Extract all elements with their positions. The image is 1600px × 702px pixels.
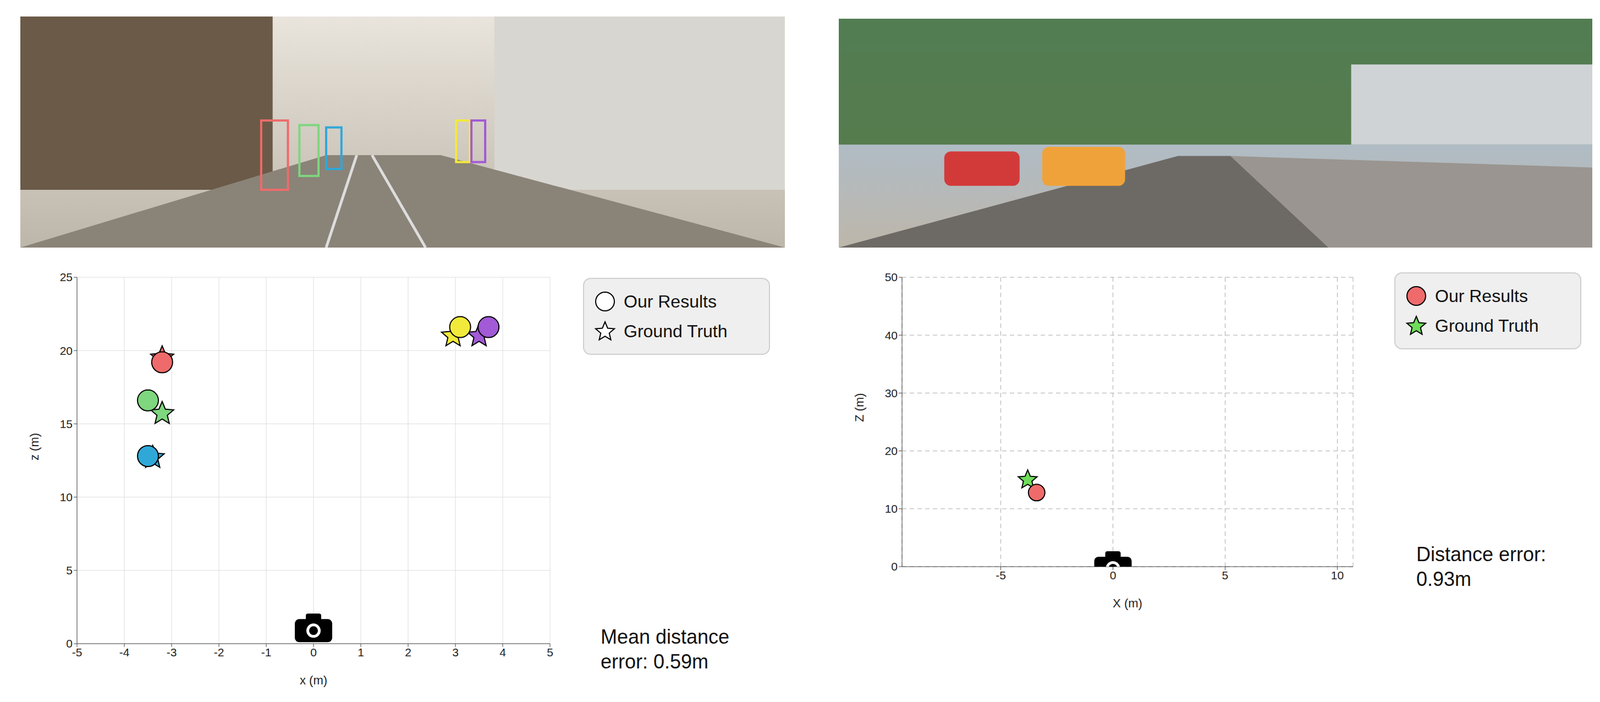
svg-text:40: 40 <box>884 328 898 342</box>
svg-text:-5: -5 <box>72 645 83 659</box>
html-text:Distance error: 0.93m: Distance error: 0.93m <box>1416 542 1547 591</box>
svg-text:50: 50 <box>884 270 898 284</box>
svg-text:-4: -4 <box>119 645 130 659</box>
svg-text:5: 5 <box>1222 568 1229 582</box>
svg-text:-1: -1 <box>261 645 272 659</box>
svg-text:x (m): x (m) <box>299 673 328 687</box>
svg-text:-2: -2 <box>213 645 225 659</box>
svg-text:1: 1 <box>357 645 365 659</box>
html-text:Our Results: Our Results <box>1434 286 1528 306</box>
svg-text:5: 5 <box>546 645 554 659</box>
svg-text:X (m): X (m) <box>1112 596 1143 610</box>
svg-text:Z (m): Z (m) <box>852 392 867 422</box>
html-text:Mean distance error: 0.59m: Mean distance error: 0.59m <box>600 625 730 673</box>
svg-text:20: 20 <box>884 444 898 458</box>
svg-text:0: 0 <box>66 636 73 650</box>
svg-text:10: 10 <box>1331 568 1344 582</box>
svg-text:5: 5 <box>66 563 73 577</box>
svg-text:0: 0 <box>310 645 317 659</box>
svg-text:15: 15 <box>59 417 73 431</box>
svg-text:25: 25 <box>59 270 73 284</box>
svg-text:3: 3 <box>452 645 459 659</box>
svg-text:4: 4 <box>499 645 507 659</box>
svg-text:0: 0 <box>891 559 898 573</box>
svg-text:0: 0 <box>1109 568 1117 582</box>
svg-text:30: 30 <box>884 386 898 400</box>
svg-text:10: 10 <box>884 502 898 515</box>
html-text:Ground Truth: Ground Truth <box>623 321 728 342</box>
svg-text:-3: -3 <box>166 645 178 659</box>
svg-text:2: 2 <box>404 645 412 659</box>
svg-text:z (m): z (m) <box>27 432 42 461</box>
svg-text:-5: -5 <box>995 568 1006 582</box>
html-text:Our Results: Our Results <box>623 291 717 312</box>
svg-text:20: 20 <box>59 344 73 357</box>
svg-text:10: 10 <box>59 490 73 504</box>
html-text:Ground Truth: Ground Truth <box>1434 315 1539 336</box>
